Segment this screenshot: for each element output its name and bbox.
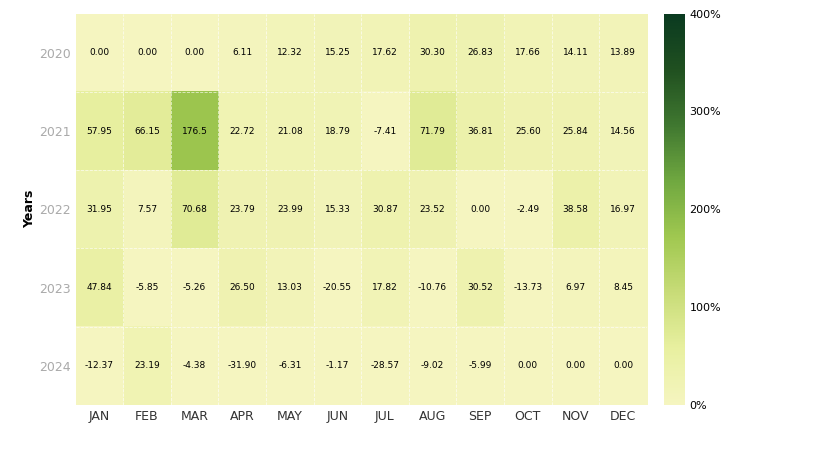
Text: 17.66: 17.66: [515, 48, 541, 57]
Text: 17.62: 17.62: [372, 48, 398, 57]
Text: 0.00: 0.00: [565, 361, 585, 370]
Text: 25.84: 25.84: [563, 126, 588, 136]
Text: 47.84: 47.84: [87, 283, 113, 292]
Text: 57.95: 57.95: [87, 126, 113, 136]
Text: 0.00: 0.00: [517, 361, 538, 370]
Text: 38.58: 38.58: [563, 205, 588, 214]
Text: 26.50: 26.50: [229, 283, 255, 292]
Text: 30.52: 30.52: [467, 283, 493, 292]
Text: -28.57: -28.57: [370, 361, 400, 370]
Text: 22.72: 22.72: [229, 126, 255, 136]
Text: 0.00: 0.00: [89, 48, 109, 57]
Text: 18.79: 18.79: [324, 126, 350, 136]
Text: -9.02: -9.02: [421, 361, 444, 370]
Text: 6.11: 6.11: [232, 48, 252, 57]
Text: 30.30: 30.30: [420, 48, 445, 57]
Text: 16.97: 16.97: [610, 205, 636, 214]
Text: 26.83: 26.83: [467, 48, 493, 57]
Text: 23.52: 23.52: [420, 205, 445, 214]
Text: -5.26: -5.26: [183, 283, 207, 292]
Text: 17.82: 17.82: [372, 283, 398, 292]
Text: 14.56: 14.56: [610, 126, 636, 136]
Text: 0.00: 0.00: [613, 361, 633, 370]
Text: 66.15: 66.15: [134, 126, 160, 136]
Text: 13.89: 13.89: [610, 48, 636, 57]
Text: -31.90: -31.90: [228, 361, 257, 370]
Text: -5.85: -5.85: [135, 283, 159, 292]
Text: -5.99: -5.99: [469, 361, 492, 370]
Text: 0.00: 0.00: [185, 48, 205, 57]
Text: 21.08: 21.08: [277, 126, 302, 136]
Text: 7.57: 7.57: [137, 205, 157, 214]
Text: 6.97: 6.97: [565, 283, 585, 292]
Text: -2.49: -2.49: [517, 205, 539, 214]
Text: 15.33: 15.33: [324, 205, 350, 214]
Text: 12.32: 12.32: [277, 48, 302, 57]
Y-axis label: Years: Years: [24, 190, 36, 228]
Text: 8.45: 8.45: [613, 283, 633, 292]
Text: -10.76: -10.76: [418, 283, 447, 292]
Text: -4.38: -4.38: [183, 361, 207, 370]
Text: -6.31: -6.31: [278, 361, 302, 370]
Text: 13.03: 13.03: [277, 283, 302, 292]
Text: 0.00: 0.00: [470, 205, 491, 214]
Text: 23.99: 23.99: [277, 205, 302, 214]
Text: 71.79: 71.79: [420, 126, 445, 136]
Text: -7.41: -7.41: [373, 126, 396, 136]
Text: -20.55: -20.55: [323, 283, 352, 292]
Text: 36.81: 36.81: [467, 126, 493, 136]
Text: 23.19: 23.19: [134, 361, 160, 370]
Text: 15.25: 15.25: [324, 48, 350, 57]
Text: 31.95: 31.95: [87, 205, 113, 214]
Text: 176.5: 176.5: [181, 126, 207, 136]
Text: 14.11: 14.11: [563, 48, 588, 57]
Text: 30.87: 30.87: [372, 205, 398, 214]
Text: -1.17: -1.17: [326, 361, 349, 370]
Text: 25.60: 25.60: [515, 126, 541, 136]
Text: -13.73: -13.73: [513, 283, 543, 292]
Text: 70.68: 70.68: [181, 205, 207, 214]
Text: -12.37: -12.37: [85, 361, 114, 370]
Text: 23.79: 23.79: [229, 205, 255, 214]
Text: 0.00: 0.00: [137, 48, 157, 57]
